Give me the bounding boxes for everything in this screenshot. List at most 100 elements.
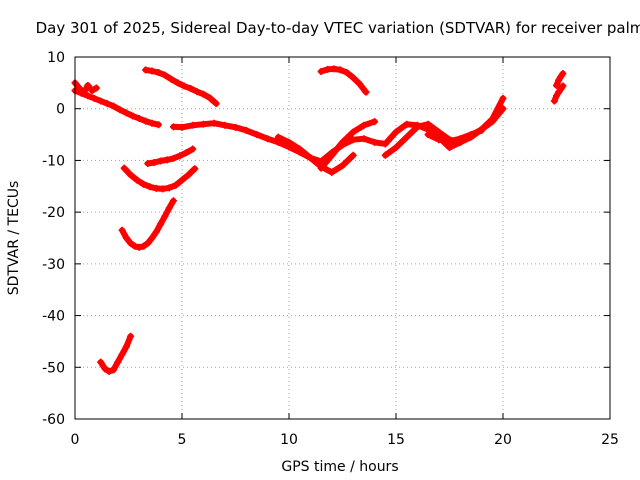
data-point [110,366,118,374]
series-line [121,165,198,192]
series-arc3 [142,66,220,108]
data-point [127,332,135,340]
data-point [142,66,150,74]
data-point [555,76,563,84]
series-arc9 [274,133,357,176]
data-point [550,97,558,105]
data-point [499,94,507,102]
data-point [167,75,175,83]
data-point [285,138,293,146]
series-line [170,105,506,165]
data-point [212,100,220,108]
data-point [553,92,560,100]
data-point [392,144,400,151]
data-point [349,151,357,159]
data-point [165,184,173,192]
data-point [127,239,135,247]
series-line [553,70,566,89]
data-point [92,84,100,92]
data-point [446,144,453,151]
data-point [178,176,186,184]
series-arc4 [144,145,197,168]
series-arc2 [71,79,100,97]
data-point [206,94,214,102]
data-point [189,145,197,153]
data-point [371,118,379,126]
data-point [88,87,96,95]
series-line [275,134,357,176]
data-point [129,112,137,120]
grid-layer [75,57,610,419]
data-point [150,158,158,166]
data-point [456,135,464,143]
x-tick-label: 0 [71,432,80,448]
series-arc14 [553,70,567,89]
data-point [101,365,109,373]
data-point [349,136,357,144]
data-point [172,181,180,189]
data-point [144,239,152,247]
data-point [182,149,190,157]
data-point [296,145,304,153]
series-arc11 [317,65,370,96]
data-point [120,164,128,172]
data-point [187,85,195,93]
series-arc10 [317,118,379,172]
data-point [122,234,130,242]
x-tick-label: 10 [280,432,298,448]
data-point [75,84,83,92]
data-point [180,82,188,90]
data-point [80,89,88,97]
data-point [210,119,218,127]
y-tick-label: -50 [42,360,65,376]
data-point [84,92,92,100]
data-point [264,135,272,143]
data-point [174,79,182,87]
data-point [274,133,282,141]
data-point [328,151,336,159]
y-tick-label: -30 [42,257,65,273]
data-point [148,119,156,127]
data-point [122,343,130,351]
data-point [435,128,443,136]
data-point [110,102,118,110]
x-axis-label: GPS time / hours [281,459,398,475]
data-point [435,136,443,144]
data-point [165,204,173,212]
data-point [139,180,147,188]
data-point [139,242,147,250]
x-tick-label: 20 [494,432,512,448]
y-tick-label: 0 [56,102,65,118]
data-point [114,358,122,366]
data-point [127,171,135,179]
data-point [161,212,169,220]
data-point [122,109,130,117]
data-point [242,126,250,134]
data-point [133,176,141,184]
data-point [478,126,486,134]
data-point [356,80,364,88]
data-point [189,121,197,129]
data-point [392,128,400,136]
data-point [403,133,411,141]
data-point [349,128,357,136]
data-point [135,115,143,123]
data-point [221,121,229,129]
data-point [403,120,411,128]
y-tick-label: -20 [42,205,65,221]
data-point [362,88,370,96]
data-point [135,243,143,251]
data-point [118,350,126,358]
data-point [559,70,567,78]
data-point [169,123,177,131]
data-point [488,115,496,123]
data-point [559,82,567,90]
series-arc7 [97,332,135,375]
chart-title: Day 301 of 2025, Sidereal Day-to-day VTE… [36,19,640,37]
data-point [446,137,453,145]
y-axis-label: SDTVAR / TECUs [6,181,22,296]
data-point [161,71,169,79]
series-line [382,95,506,159]
data-point [148,234,156,242]
